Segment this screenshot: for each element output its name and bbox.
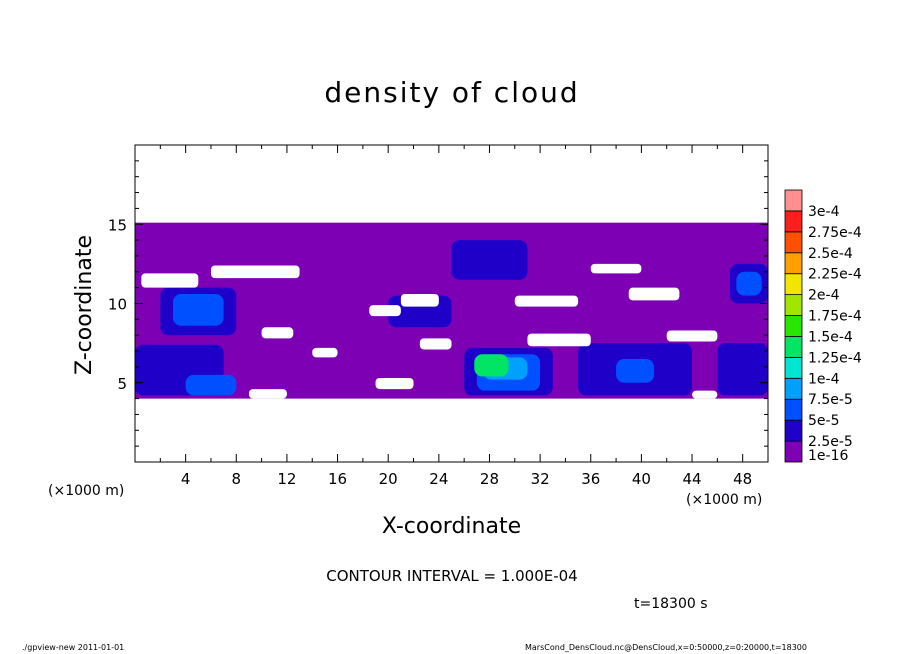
time-label: t=18300 s <box>634 596 708 612</box>
footer-right: MarsCond_DensCloud.nc@DensCloud,x=0:5000… <box>525 643 807 652</box>
y-tick-label: 5 <box>117 375 127 393</box>
colorbar-swatch <box>784 315 803 337</box>
y-tick-label: 10 <box>108 296 127 314</box>
colorbar-swatch <box>784 440 803 463</box>
colorbar: 1e-162.5e-5 5e-5 7.5e-5 1e-4 1.25e-4 1.5e-4 1.… <box>784 189 862 464</box>
cloud-gap-9 <box>628 287 680 301</box>
cloud-gap-14 <box>692 390 718 399</box>
density-region-6 <box>451 240 528 280</box>
colorbar-label: 5e-5 <box>808 413 839 429</box>
y-tick-label: 15 <box>108 216 127 234</box>
cloud-gap-6 <box>514 295 579 307</box>
y-axis: 5 10 15 <box>108 160 768 447</box>
colorbar-label: 1e-4 <box>808 371 840 387</box>
colorbar-label: 1e-16 <box>808 448 848 464</box>
density-region-2 <box>172 293 224 326</box>
cloud-gap-2 <box>261 327 294 339</box>
x-unit-label-right: (×1000 m) <box>686 492 763 508</box>
density-region-10 <box>474 354 509 377</box>
x-unit-label-left: (×1000 m) <box>48 483 125 499</box>
cloud-gap-1 <box>210 265 300 279</box>
cloud-gap-7 <box>527 333 591 347</box>
colorbar-swatch <box>784 336 803 358</box>
colorbar-swatch <box>784 377 803 400</box>
cloud-gap-11 <box>590 263 642 274</box>
colorbar-label: 1.25e-4 <box>808 350 862 366</box>
colorbar-label: 1.5e-4 <box>808 329 853 345</box>
colorbar-swatch <box>784 273 803 296</box>
x-tick-label: 8 <box>232 470 242 488</box>
x-tick-label: 16 <box>328 470 347 488</box>
colorbar-label: 2.75e-4 <box>808 225 862 241</box>
contour-interval: CONTOUR INTERVAL = 1.000E-04 <box>326 567 578 585</box>
x-tick-label: 24 <box>429 470 448 488</box>
y-axis-label: Z-coordinate <box>72 235 97 375</box>
colorbar-label: 1.75e-4 <box>808 309 862 325</box>
colorbar-swatch <box>784 356 803 379</box>
x-axis-label: X-coordinate <box>381 514 522 539</box>
x-tick-label: 12 <box>277 470 296 488</box>
cloud-gap-3 <box>312 347 338 358</box>
x-tick-label: 44 <box>682 470 701 488</box>
cloud-gap-13 <box>248 389 287 399</box>
density-region-15 <box>736 271 762 296</box>
colorbar-label: 2.5e-5 <box>808 434 853 450</box>
colorbar-label: 7.5e-5 <box>808 392 853 408</box>
colorbar-swatch <box>784 419 803 442</box>
colorbar-swatch <box>784 189 803 212</box>
colorbar-label: 2e-4 <box>808 288 840 304</box>
cloud-gap-12 <box>375 377 414 390</box>
colorbar-swatch <box>784 210 803 233</box>
colorbar-label: 2.5e-4 <box>808 246 853 262</box>
density-region-12 <box>616 358 655 383</box>
x-tick-label: 32 <box>531 470 550 488</box>
colorbar-swatch <box>784 398 803 421</box>
chart-title: density of cloud <box>324 76 580 109</box>
density-region-13 <box>717 343 768 396</box>
x-tick-label: 48 <box>733 470 752 488</box>
cloud-gap-0 <box>141 273 199 288</box>
cloud-gap-5 <box>369 305 401 317</box>
cloud-gap-8 <box>419 338 452 350</box>
cloud-gap-4 <box>400 293 439 307</box>
footer-left: ./gpview-new 2011-01-01 <box>22 643 125 652</box>
x-tick-label: 40 <box>632 470 651 488</box>
x-tick-label: 28 <box>480 470 499 488</box>
x-axis: 4 8 12 16 20 24 28 32 36 40 44 48 <box>159 145 752 488</box>
colorbar-label: 2.25e-4 <box>808 267 862 283</box>
x-tick-label: 36 <box>581 470 600 488</box>
colorbar-swatch <box>784 294 803 316</box>
density-field <box>135 222 768 399</box>
x-tick-label: 20 <box>379 470 398 488</box>
colorbar-swatch <box>784 231 803 254</box>
cloud-gap-10 <box>666 330 718 342</box>
colorbar-swatch <box>784 252 803 275</box>
colorbar-label: 3e-4 <box>808 204 840 220</box>
x-tick-label: 4 <box>181 470 191 488</box>
density-region-4 <box>185 374 237 396</box>
